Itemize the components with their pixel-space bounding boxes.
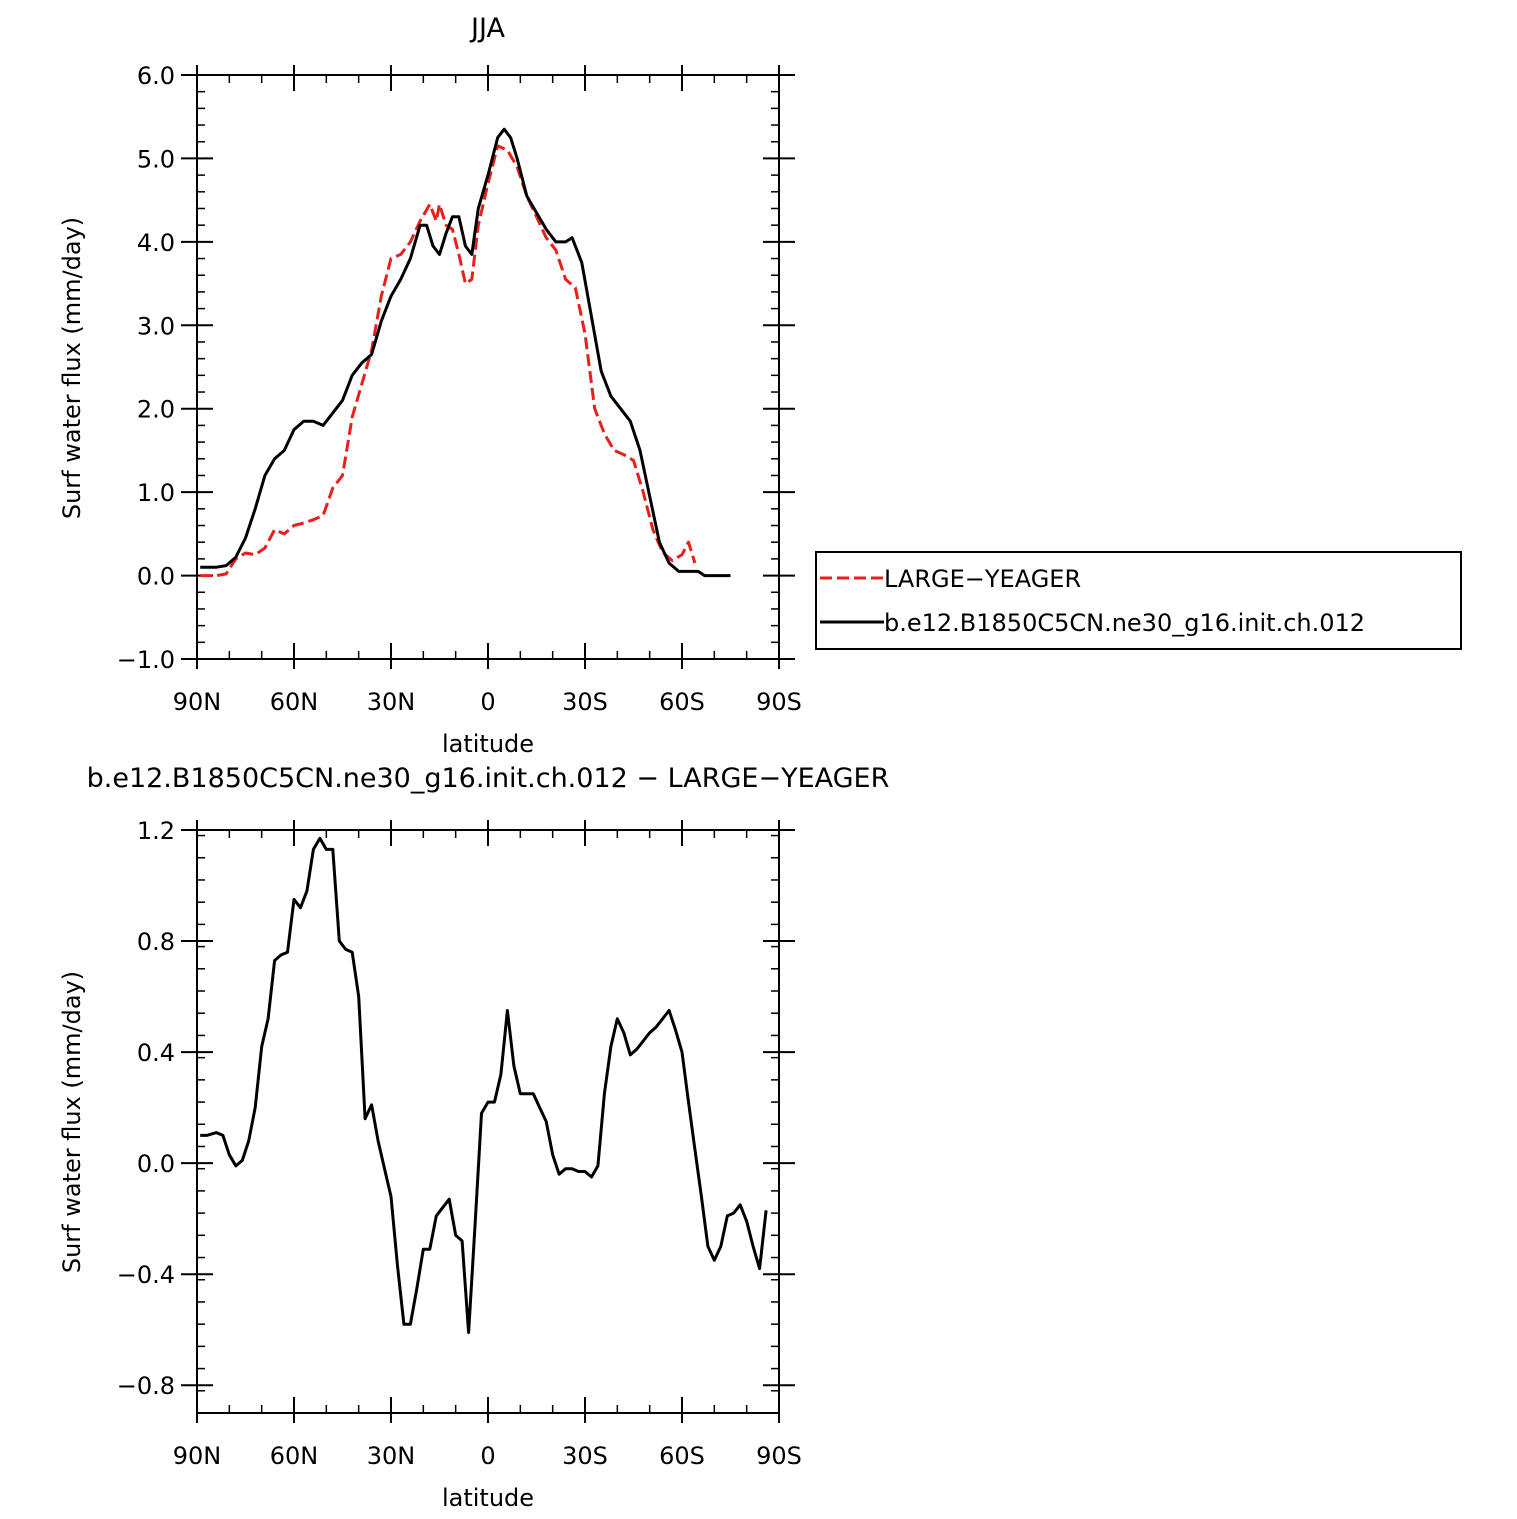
top-y-tick-label: 6.0 — [137, 62, 175, 90]
top-x-tick-label: 0 — [480, 688, 495, 716]
bottom-x-tick-label: 60N — [270, 1442, 319, 1470]
bottom-y-tick-label: −0.4 — [117, 1261, 175, 1289]
bottom-panel-axes: 90N 60N 30N 0 30S 60S 90S −0.8 −0.4 0.0 0.4 0.8 1.2 — [117, 817, 802, 1470]
top-panel-axes: 90N 60N 30N 0 30S 60S 90S −1.0 0.0 1.0 2.0 3.0 4.0 5.… — [117, 62, 802, 716]
top-x-tick-label: 90S — [756, 688, 802, 716]
top-y-tick-label: 3.0 — [137, 312, 175, 340]
legend: LARGE−YEAGER b.e12.B1850C5CN.ne30_g16.in… — [815, 551, 1462, 650]
legend-label-b-e12: b.e12.B1850C5CN.ne30_g16.init.ch.012 — [884, 609, 1365, 637]
top-y-tick-label: 4.0 — [137, 229, 175, 257]
bottom-y-tick-label: 0.8 — [137, 928, 175, 956]
top-x-tick-label: 30N — [367, 688, 416, 716]
bottom-y-tick-label: 0.4 — [137, 1039, 175, 1067]
top-y-tick-label: 5.0 — [137, 145, 175, 173]
bottom-x-tick-label: 90N — [173, 1442, 222, 1470]
bottom-y-tick-label: 1.2 — [137, 817, 175, 845]
top-panel-series — [200, 127, 731, 578]
bottom-x-tick-label: 60S — [659, 1442, 705, 1470]
bottom-panel: b.e12.B1850C5CN.ne30_g16.init.ch.012 − L… — [58, 763, 889, 1512]
top-y-tick-label: −1.0 — [117, 646, 175, 674]
bottom-x-tick-label: 30N — [367, 1442, 416, 1470]
bottom-panel-y-axis-label: Surf water flux (mm/day) — [58, 971, 86, 1273]
top-y-tick-label: 2.0 — [137, 396, 175, 424]
top-panel-title: JJA — [469, 13, 505, 44]
legend-label-large-yeager: LARGE−YEAGER — [884, 565, 1081, 593]
bottom-panel-title: b.e12.B1850C5CN.ne30_g16.init.ch.012 − L… — [87, 763, 890, 794]
top-x-tick-label: 90N — [173, 688, 222, 716]
bottom-x-tick-label: 90S — [756, 1442, 802, 1470]
top-y-tick-label: 1.0 — [137, 479, 175, 507]
top-series-line-0 — [200, 144, 697, 578]
top-panel: JJA 90N 60N 30N 0 30S 60S 90S −1.0 0.0 1.0 2.0 3.0 4… — [58, 13, 802, 758]
top-x-tick-label: 30S — [562, 688, 608, 716]
top-x-tick-label: 60N — [270, 688, 319, 716]
bottom-series-line-0 — [200, 836, 768, 1334]
bottom-y-tick-label: 0.0 — [137, 1150, 175, 1178]
bottom-x-tick-label: 30S — [562, 1442, 608, 1470]
bottom-x-tick-label: 0 — [480, 1442, 495, 1470]
legend-box — [815, 551, 1462, 650]
top-y-tick-label: 0.0 — [137, 563, 175, 591]
bottom-panel-series — [200, 836, 768, 1334]
top-panel-x-axis-label: latitude — [442, 730, 534, 758]
top-series-line-1 — [200, 127, 731, 578]
top-panel-y-axis-label: Surf water flux (mm/day) — [58, 217, 86, 519]
top-x-tick-label: 60S — [659, 688, 705, 716]
bottom-panel-x-axis-label: latitude — [442, 1484, 534, 1512]
bottom-y-tick-label: −0.8 — [117, 1372, 175, 1400]
